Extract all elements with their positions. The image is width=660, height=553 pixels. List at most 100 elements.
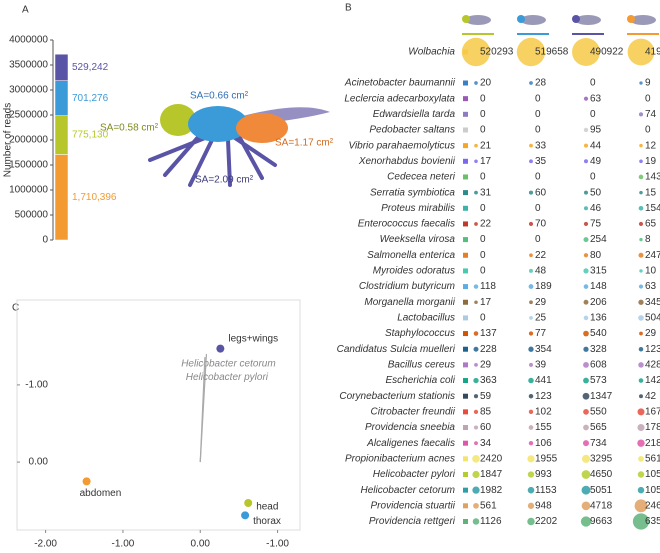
bubble-value: 102 <box>535 407 552 418</box>
species-swatch <box>463 252 468 258</box>
bubble-value: 0 <box>480 234 486 245</box>
bubble-value: 25 <box>535 313 547 324</box>
bubble-value: 19 <box>645 156 657 167</box>
species-label: Cedecea neteri <box>387 172 456 183</box>
bubble <box>580 516 592 527</box>
bubble <box>528 377 534 384</box>
bubble <box>529 316 533 320</box>
panel-label: C <box>12 303 19 314</box>
bubble <box>639 159 643 164</box>
column-icon <box>630 15 656 25</box>
species-label: Bacillus cereus <box>388 360 455 371</box>
bubble-value: 42 <box>645 391 657 402</box>
bubble-value: 9 <box>645 78 651 89</box>
bubble-value: 155 <box>535 422 552 433</box>
bubble <box>583 190 589 195</box>
bubble <box>474 222 478 226</box>
species-label: Weeksella virosa <box>380 234 456 245</box>
bubble <box>582 440 590 447</box>
species-swatch <box>463 346 468 352</box>
bubble-value: 20 <box>480 78 492 89</box>
bubble <box>583 424 589 431</box>
y-tick-label: 0.00 <box>29 457 49 468</box>
bubble-value: 29 <box>645 328 657 339</box>
bubble-value: 75 <box>590 219 602 230</box>
bubble <box>637 439 645 447</box>
bubble <box>638 284 644 289</box>
bubble <box>528 190 534 195</box>
bubble <box>583 96 589 101</box>
species-swatch <box>463 362 468 368</box>
point <box>216 344 225 353</box>
bubble <box>583 315 589 321</box>
bubble-value: 247 <box>645 250 660 261</box>
bubble <box>474 143 478 148</box>
bubble-value: 148 <box>590 281 607 292</box>
species-swatch <box>463 409 468 415</box>
bubble <box>528 346 534 352</box>
bubble <box>638 362 644 368</box>
bubble-value: 0 <box>480 172 486 183</box>
bubble <box>638 112 644 117</box>
loading-vector <box>199 357 206 463</box>
bubble <box>529 300 533 305</box>
species-label: Propionibacterium acnes <box>345 453 455 464</box>
bubble <box>638 252 644 258</box>
bubble <box>583 361 589 368</box>
species-label: Pedobacter saltans <box>369 125 455 136</box>
bubble <box>582 392 590 400</box>
species-swatch <box>463 190 468 196</box>
bubble <box>583 346 589 352</box>
panel-label: B <box>345 3 352 14</box>
bubble <box>529 253 533 258</box>
bubble <box>639 394 643 399</box>
species-label: Providencia stuartii <box>371 500 456 511</box>
bubble-value: 0 <box>480 109 486 120</box>
bubble <box>472 518 480 525</box>
bubble <box>528 221 534 227</box>
bubble-value: 1057 <box>645 485 660 496</box>
bubble-value: 490922 <box>590 47 624 58</box>
bubble-value: 85 <box>480 407 492 418</box>
bubble-value: 4650 <box>590 469 613 480</box>
bubble <box>529 362 533 367</box>
species-label: Serratia symbiotica <box>370 187 455 198</box>
bubble <box>583 408 589 415</box>
bubble <box>527 502 535 509</box>
bubble <box>461 37 491 67</box>
bubble <box>637 408 645 416</box>
bubble <box>473 502 479 509</box>
bubble <box>528 284 534 289</box>
bubble-value: 106 <box>535 438 552 449</box>
bubble-value: 154 <box>645 203 660 214</box>
bubble-value: 80 <box>590 250 602 261</box>
y-tick-label: 3500000 <box>9 60 48 71</box>
bubble-value: 15 <box>645 187 657 198</box>
bubble <box>638 205 644 211</box>
species-swatch <box>463 315 468 321</box>
x-tick-label: -2.00 <box>34 539 57 550</box>
column-icon <box>462 15 470 23</box>
bubble <box>638 378 644 383</box>
bubble <box>583 284 589 289</box>
species-label: Providencia rettgeri <box>369 516 456 527</box>
point-label: head <box>256 502 278 513</box>
vector-label: Helicobacter pylori <box>186 372 269 383</box>
bubble <box>632 513 650 530</box>
bubble-value: 48 <box>535 266 547 277</box>
bubble-value: 0 <box>535 125 541 136</box>
bubble-value: 1153 <box>535 485 557 496</box>
bubble <box>581 485 591 495</box>
bubble <box>528 425 534 430</box>
bubble <box>637 423 645 432</box>
bubble-value: 254 <box>590 234 607 245</box>
species-label: Alcaligenes faecalis <box>366 438 455 449</box>
bubble-value: 63 <box>645 281 657 292</box>
bubble-value: 0 <box>480 203 486 214</box>
bubble-value: 65 <box>645 219 657 230</box>
bubble <box>473 331 479 336</box>
bubble <box>583 127 589 133</box>
bubble-value: 315 <box>590 266 607 277</box>
bubble <box>474 190 478 195</box>
species-label: Enterococcus faecalis <box>358 219 455 230</box>
